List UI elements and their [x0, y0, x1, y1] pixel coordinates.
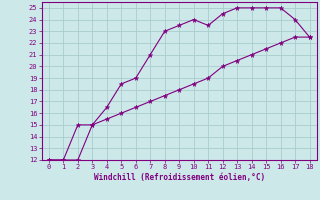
X-axis label: Windchill (Refroidissement éolien,°C): Windchill (Refroidissement éolien,°C) — [94, 173, 265, 182]
